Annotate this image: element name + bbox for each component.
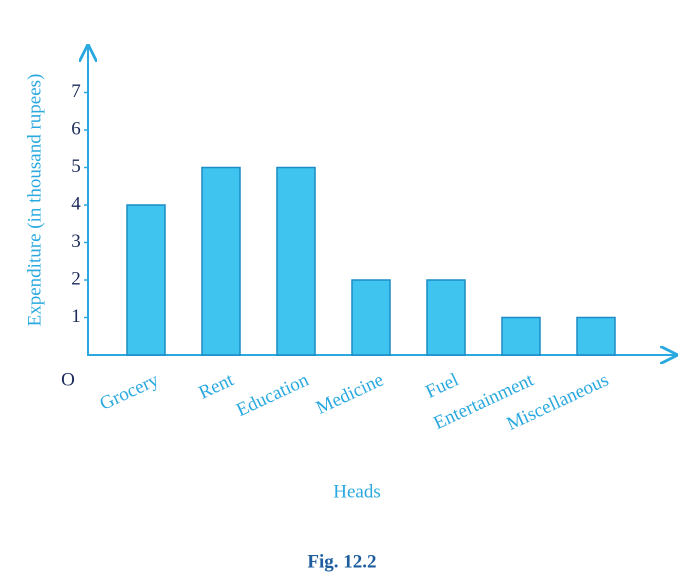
bar xyxy=(576,316,616,356)
x-axis-label: Heads xyxy=(333,481,380,502)
origin-label: O xyxy=(61,369,75,390)
y-tick-label: 5 xyxy=(71,156,81,177)
bar xyxy=(351,279,391,356)
x-tick-label: Fuel xyxy=(422,369,461,402)
y-tick-label: 3 xyxy=(71,231,81,252)
figure-caption: Fig. 12.2 xyxy=(307,551,376,572)
y-tick-label: 6 xyxy=(71,118,81,139)
y-tick-label: 1 xyxy=(71,306,81,327)
x-tick-label: Medicine xyxy=(313,369,387,418)
y-tick-label: 2 xyxy=(71,268,81,289)
bar xyxy=(201,166,241,356)
bar xyxy=(276,166,316,356)
y-axis-label: Expenditure (in thousand rupees) xyxy=(24,74,45,327)
y-tick-label: 7 xyxy=(71,81,81,102)
x-tick-label: Education xyxy=(233,369,312,421)
x-tick-label: Grocery xyxy=(97,369,163,415)
y-tick-label: 4 xyxy=(71,193,81,214)
bar xyxy=(501,316,541,356)
bar xyxy=(126,204,166,356)
x-tick-label: Rent xyxy=(196,369,238,404)
bar xyxy=(426,279,466,356)
